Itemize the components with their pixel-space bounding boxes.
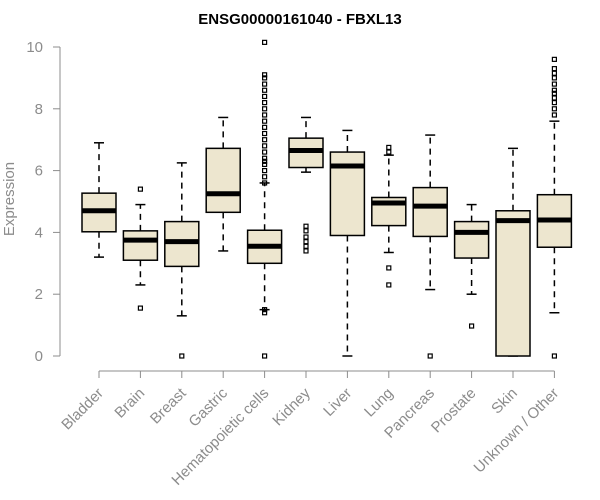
outlier-point — [179, 353, 185, 359]
outlier-point — [427, 353, 433, 359]
outlier-point — [551, 75, 558, 81]
box-iqr — [495, 210, 531, 357]
outlier-point — [262, 353, 268, 359]
box-group — [246, 39, 283, 359]
outlier-point — [262, 168, 268, 174]
box-group — [453, 203, 490, 329]
x-tick-label: Breast — [147, 384, 190, 427]
x-tick-label: Prostate — [428, 385, 480, 437]
box-group — [164, 162, 200, 359]
outlier-point — [262, 72, 268, 78]
outlier-point — [262, 100, 268, 106]
outlier-point — [262, 310, 268, 316]
outlier-point — [303, 248, 309, 254]
outlier-point — [386, 282, 392, 288]
box-group — [329, 129, 366, 357]
outlier-point — [262, 158, 268, 164]
x-tick-label: Kidney — [269, 384, 314, 429]
y-tick-label: 8 — [35, 101, 43, 118]
outlier-point — [551, 56, 558, 62]
outlier-point — [303, 234, 309, 240]
outlier-point — [551, 87, 558, 93]
outlier-point — [262, 39, 268, 45]
outlier-point — [386, 149, 392, 155]
x-tick-label: Bladder — [58, 385, 107, 434]
box-group — [495, 147, 531, 357]
x-tick-label: Skin — [488, 385, 521, 418]
outlier-point — [303, 239, 309, 245]
outlier-point — [262, 112, 268, 118]
outlier-point — [262, 143, 268, 149]
y-tick-label: 0 — [35, 348, 43, 365]
outlier-point — [262, 81, 268, 87]
outlier-point — [262, 174, 268, 180]
y-axis: 0 2 4 6 8 10 — [26, 39, 61, 365]
outlier-point — [551, 70, 558, 76]
outlier-point — [262, 149, 268, 155]
outlier-point — [551, 81, 558, 87]
box-iqr — [412, 186, 448, 238]
y-tick-label: 6 — [35, 163, 43, 180]
outlier-point — [551, 90, 558, 96]
y-axis-label: Expression — [1, 162, 18, 236]
outlier-point — [262, 161, 268, 168]
outlier-point — [137, 186, 143, 192]
outlier-point — [551, 95, 558, 101]
box-group — [122, 186, 159, 311]
box-group — [371, 144, 407, 288]
chart-title: ENSG00000161040 - FBXL13 — [198, 11, 401, 28]
box-iqr — [205, 147, 241, 214]
outlier-point — [262, 307, 268, 313]
box-iqr — [122, 230, 159, 261]
outlier-point — [262, 155, 268, 161]
outlier-point — [262, 118, 268, 124]
outlier-point — [262, 106, 268, 112]
box-group — [81, 142, 117, 258]
outlier-point — [469, 323, 475, 329]
outlier-point — [303, 243, 309, 249]
box-group — [288, 116, 324, 254]
x-tick-label: Liver — [320, 385, 355, 420]
outlier-point — [551, 66, 558, 72]
outlier-point — [262, 130, 268, 137]
box-group — [536, 56, 573, 359]
box-series — [81, 39, 573, 359]
y-tick-label: 10 — [26, 39, 43, 56]
x-tick-label: Brain — [111, 385, 148, 422]
outlier-point — [303, 223, 309, 229]
outlier-point — [551, 106, 558, 112]
y-tick-label: 4 — [35, 224, 43, 241]
outlier-point — [262, 137, 268, 143]
outlier-point — [551, 353, 558, 359]
box-iqr — [453, 220, 490, 259]
outlier-point — [262, 93, 268, 100]
outlier-point — [551, 112, 558, 118]
outlier-point — [137, 305, 143, 311]
box-group — [205, 116, 241, 252]
outlier-point — [386, 144, 392, 151]
x-tick-label: Lung — [361, 385, 397, 421]
y-tick-label: 2 — [35, 286, 43, 303]
outlier-point — [262, 87, 268, 93]
outlier-point — [262, 180, 268, 186]
outlier-point — [262, 75, 268, 81]
outlier-point — [303, 228, 309, 234]
box-group — [412, 134, 448, 359]
outlier-point — [551, 100, 558, 106]
outlier-point — [386, 265, 392, 271]
outlier-point — [262, 124, 268, 130]
